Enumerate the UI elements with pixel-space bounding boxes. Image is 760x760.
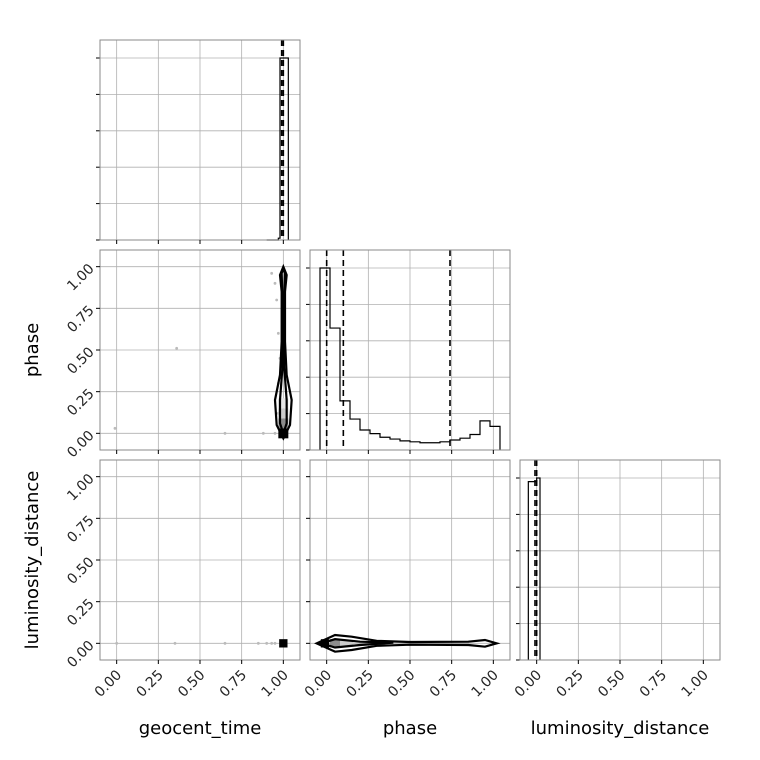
x-tick-label: 0.25 (343, 667, 376, 700)
x-tick-label: 1.00 (258, 667, 291, 700)
y-tick-label: 0.25 (64, 596, 97, 629)
y-tick-label: 0.75 (64, 513, 97, 546)
density-cell (279, 639, 288, 648)
density-cell (340, 640, 354, 647)
x-tick-label: 0.00 (512, 667, 545, 700)
sample-point (223, 431, 227, 435)
sample-point (273, 641, 277, 645)
histogram-panel-geocent_time (96, 39, 301, 244)
sample-point (273, 281, 277, 285)
density-cell (278, 418, 289, 429)
sample-point (275, 298, 279, 302)
contour-line (314, 633, 501, 653)
sample-point (276, 331, 280, 335)
y-tick-label: 0.25 (64, 386, 97, 419)
x-axis-label: geocent_time (139, 718, 262, 739)
histogram-panel-phase (306, 249, 511, 454)
sample-point (115, 641, 119, 645)
y-tick-label: 0.75 (64, 303, 97, 336)
x-tick-label: 1.00 (678, 667, 711, 700)
sample-point (265, 641, 269, 645)
x-tick-label: 0.25 (553, 667, 586, 700)
contour-line (278, 264, 288, 437)
density-cell (330, 639, 340, 648)
x-tick-label: 0.00 (302, 667, 335, 700)
x-tick-label: 1.00 (468, 667, 501, 700)
x-tick-label: 0.75 (427, 667, 460, 700)
y-tick-label: 1.00 (64, 261, 97, 294)
sample-point (175, 346, 179, 350)
x-tick-label: 0.75 (217, 667, 250, 700)
sample-point (223, 641, 227, 645)
sample-point (273, 431, 277, 435)
density-cell (278, 398, 289, 409)
x-tick-label: 0.50 (385, 667, 418, 700)
x-tick-label: 0.50 (595, 667, 628, 700)
x-tick-label: 0.50 (175, 667, 208, 700)
scatter-panel-geocent_time-luminosity_distance (96, 459, 301, 664)
scatter-panel-phase-luminosity_distance (306, 459, 511, 664)
y-tick-label: 0.50 (64, 554, 97, 587)
scatter-panel-geocent_time-phase (96, 249, 301, 454)
x-axis-label: phase (383, 718, 437, 739)
histogram-step (527, 477, 541, 660)
x-tick-label: 0.75 (637, 667, 670, 700)
x-tick-label: 0.00 (92, 667, 125, 700)
histogram-panel-luminosity_distance (516, 459, 721, 664)
y-tick-label: 0.00 (64, 638, 97, 671)
sample-point (270, 271, 274, 275)
x-axis-label: luminosity_distance (531, 718, 710, 739)
y-tick-label: 1.00 (64, 471, 97, 504)
y-axis-label: luminosity_distance (22, 471, 43, 650)
panel-content (314, 633, 501, 653)
y-axis-label: phase (22, 323, 43, 377)
y-tick-label: 0.00 (64, 428, 97, 461)
sample-point (270, 641, 274, 645)
contour-line (317, 638, 394, 649)
sample-point (173, 641, 177, 645)
x-tick-label: 0.25 (133, 667, 166, 700)
panel-content (115, 639, 288, 648)
density-cell (278, 408, 289, 419)
y-tick-label: 0.50 (64, 344, 97, 377)
panel-content (113, 263, 293, 441)
sample-point (256, 641, 260, 645)
sample-point (113, 426, 117, 430)
histogram-step (319, 267, 501, 450)
histogram-step (266, 57, 289, 241)
sample-point (261, 431, 265, 435)
